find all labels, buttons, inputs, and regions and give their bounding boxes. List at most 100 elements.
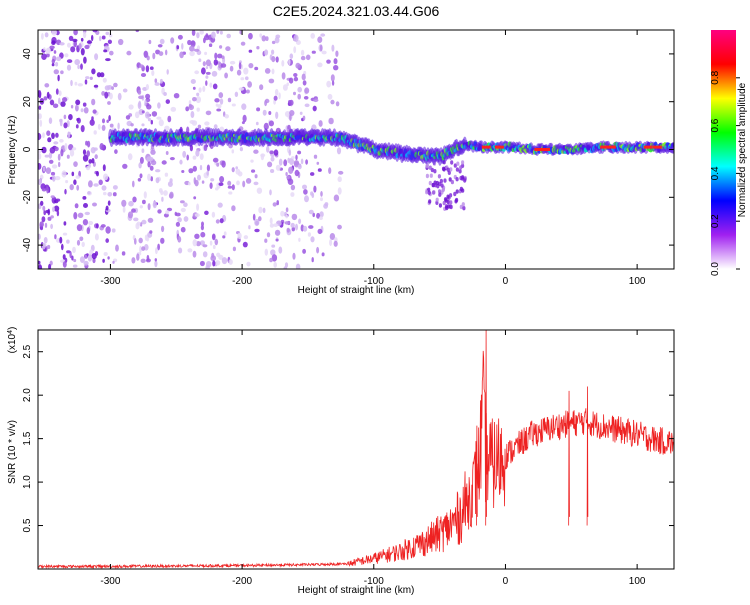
noise-blob <box>141 246 146 251</box>
noise-blob <box>49 260 53 266</box>
tail-blob <box>463 178 467 183</box>
noise-blob <box>97 123 101 130</box>
noise-blob <box>101 185 107 191</box>
noise-blob <box>150 160 157 166</box>
noise-blob <box>130 123 134 127</box>
noise-blob <box>122 88 128 93</box>
noise-blob <box>274 229 281 236</box>
spectrogram-x-ticks: -300 -200 -100 0 100 <box>100 30 646 287</box>
noise-blob <box>304 87 310 94</box>
noise-blob <box>160 190 164 196</box>
noise-blob <box>304 103 310 108</box>
noise-blob <box>92 109 97 114</box>
noise-blob <box>146 254 150 262</box>
noise-blob <box>89 76 93 81</box>
noise-blob <box>264 49 269 56</box>
noise-blob <box>204 34 210 41</box>
noise-blob <box>103 49 108 53</box>
noise-blob <box>81 241 85 248</box>
noise-blob <box>225 46 231 52</box>
noise-blob <box>64 53 69 58</box>
noise-blob <box>192 155 197 160</box>
noise-blob <box>38 260 41 265</box>
noise-blob <box>183 216 189 222</box>
noise-blob <box>72 147 77 151</box>
y-tick-label: 1.5 <box>22 431 33 445</box>
noise-blob <box>214 238 219 246</box>
noise-blob <box>69 184 74 191</box>
noise-blob <box>236 69 242 76</box>
noise-blob <box>138 162 142 169</box>
noise-blob <box>259 84 264 91</box>
noise-blob <box>243 67 249 75</box>
noise-blob <box>248 225 251 230</box>
noise-blob <box>82 149 87 156</box>
noise-blob <box>155 177 160 184</box>
noise-blob <box>269 217 273 225</box>
noise-blob <box>173 93 180 99</box>
noise-blob <box>73 258 77 263</box>
noise-blob <box>91 68 96 75</box>
noise-blob <box>333 194 340 202</box>
noise-blob <box>215 187 219 191</box>
tail-blob <box>456 161 460 166</box>
noise-blob <box>292 252 296 260</box>
noise-blob <box>224 114 229 119</box>
noise-blob <box>57 153 61 161</box>
noise-blob <box>44 32 49 38</box>
noise-blob <box>67 131 71 139</box>
noise-blob <box>49 147 56 154</box>
noise-blob <box>308 225 314 229</box>
noise-blob <box>205 59 211 67</box>
noise-blob <box>135 30 139 33</box>
noise-blob <box>194 179 199 187</box>
noise-blob <box>209 82 213 88</box>
noise-blob <box>140 258 146 263</box>
noise-blob <box>179 51 184 59</box>
noise-blob <box>206 164 210 172</box>
noise-blob <box>141 123 145 127</box>
noise-blob <box>243 235 249 240</box>
tail-blob <box>459 204 463 210</box>
y-tick-label: 2.5 <box>22 344 33 358</box>
spectrogram-heat <box>38 30 674 269</box>
noise-blob <box>288 58 291 66</box>
noise-blob <box>298 237 301 242</box>
noise-blob <box>102 118 105 124</box>
noise-blob <box>89 119 95 126</box>
noise-blob <box>317 62 323 68</box>
noise-blob <box>300 158 304 165</box>
noise-blob <box>51 132 55 139</box>
noise-blob <box>313 154 318 159</box>
noise-blob <box>331 44 335 52</box>
noise-blob <box>141 110 145 114</box>
y-tick-label: 20 <box>22 96 33 108</box>
colorbar-tick-label: 0.6 <box>710 118 721 132</box>
noise-blob <box>289 99 294 106</box>
noise-blob <box>198 87 202 93</box>
noise-blob <box>212 244 216 250</box>
noise-blob <box>154 258 157 262</box>
noise-blob <box>149 66 154 70</box>
noise-blob <box>192 250 197 258</box>
noise-blob <box>270 169 275 173</box>
noise-blob <box>179 159 183 165</box>
noise-blob <box>284 111 291 117</box>
tail-blob <box>446 194 450 199</box>
noise-blob <box>154 78 158 83</box>
tail-blob <box>449 167 453 172</box>
noise-blob <box>156 116 162 120</box>
noise-blob <box>85 140 88 146</box>
noise-blob <box>333 65 339 71</box>
noise-blob <box>143 191 147 199</box>
noise-blob <box>310 172 315 176</box>
noise-blob <box>285 172 288 176</box>
tail-blob <box>443 178 447 183</box>
noise-blob <box>41 146 47 154</box>
snr-x-label: Height of straight line (km) <box>298 585 415 596</box>
noise-blob <box>313 98 319 103</box>
noise-blob <box>165 49 168 56</box>
noise-blob <box>62 97 68 103</box>
noise-blob <box>216 108 222 112</box>
noise-blob <box>198 58 202 62</box>
